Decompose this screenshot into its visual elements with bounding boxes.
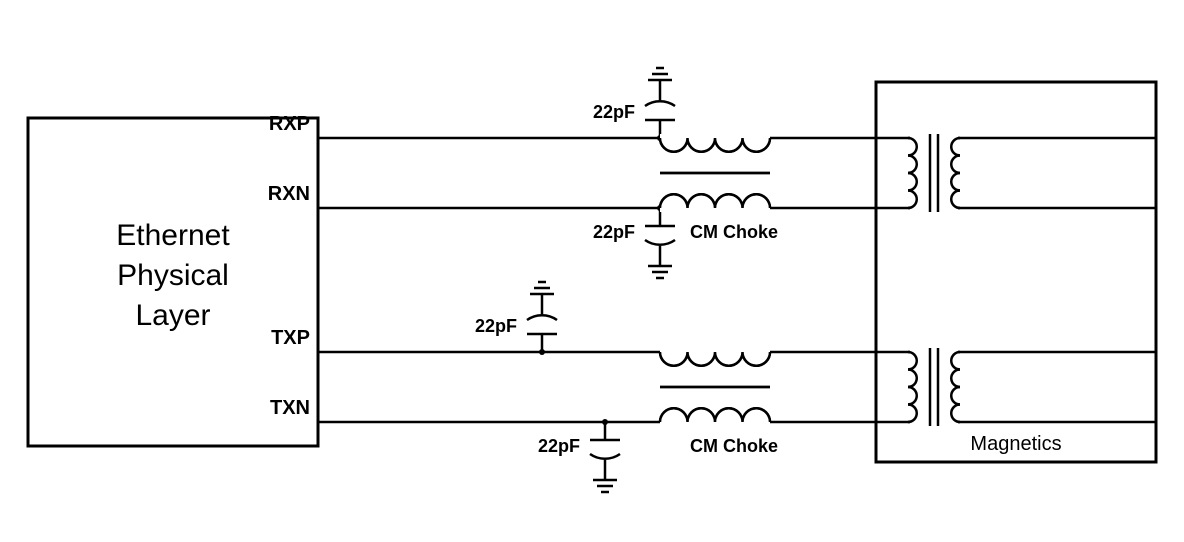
choke-label-0: CM Choke <box>690 222 778 242</box>
phy-title-line: Ethernet <box>116 219 230 252</box>
cap-label-2: 22pF <box>475 316 517 336</box>
cap-label-1: 22pF <box>593 222 635 242</box>
cap-plate2-3 <box>590 454 620 459</box>
pin-label-txp: TXP <box>271 327 310 349</box>
pin-label-rxp: RXP <box>269 113 310 135</box>
cap-plate2-0 <box>645 101 675 106</box>
pin-label-rxn: RXN <box>268 183 310 205</box>
cap-plate2-1 <box>645 240 675 245</box>
cap-plate2-2 <box>527 315 557 320</box>
phy-title-line: Layer <box>135 299 210 332</box>
phy-title-line: Physical <box>117 259 229 292</box>
choke-label-1: CM Choke <box>690 436 778 456</box>
pin-label-txn: TXN <box>270 397 310 419</box>
magnetics-label: Magnetics <box>970 433 1061 455</box>
cap-label-0: 22pF <box>593 102 635 122</box>
cap-label-3: 22pF <box>538 436 580 456</box>
